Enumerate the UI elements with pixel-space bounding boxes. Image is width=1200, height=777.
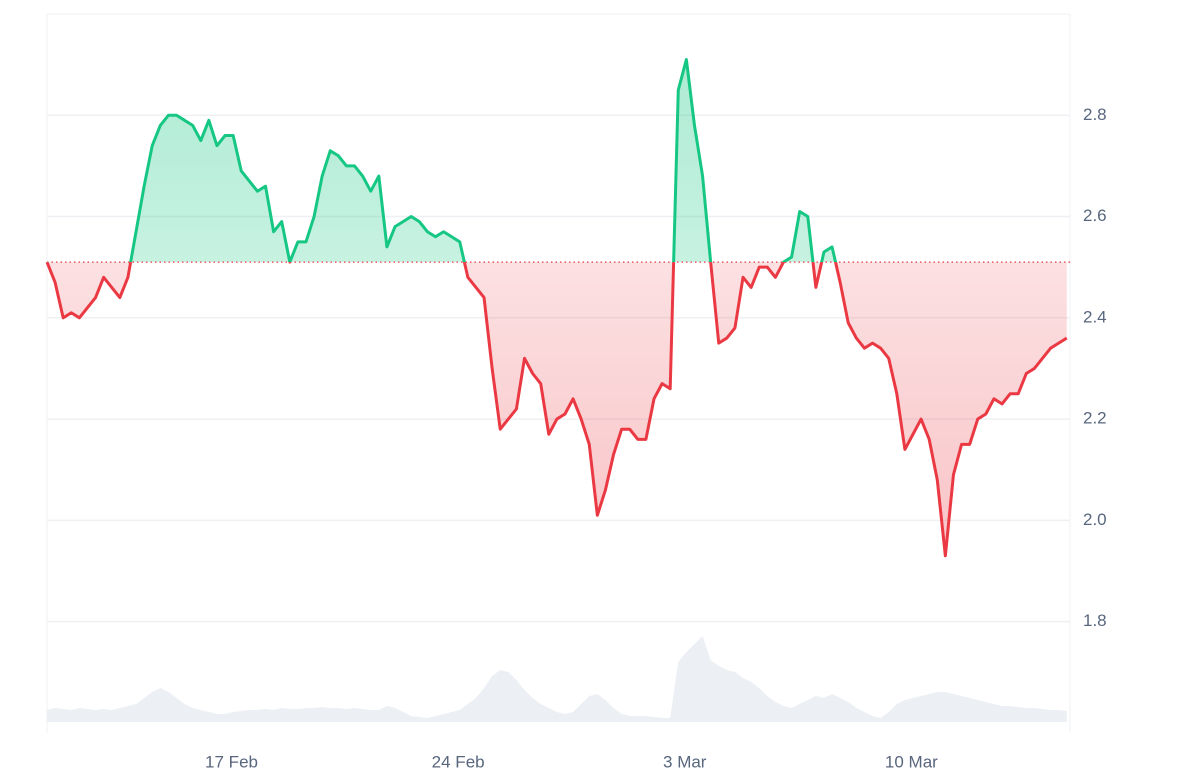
x-tick-label: 17 Feb (205, 752, 258, 771)
area-below (47, 262, 1067, 556)
y-tick-label: 2.8 (1083, 105, 1107, 124)
y-tick-label: 2.4 (1083, 307, 1107, 326)
x-tick-label: 10 Mar (885, 752, 938, 771)
price-line-down (45, 262, 1068, 558)
volume-area (47, 636, 1067, 722)
x-tick-label: 24 Feb (432, 752, 485, 771)
area-above (130, 59, 836, 263)
y-tick-label: 2.6 (1083, 206, 1107, 225)
y-tick-label: 2.2 (1083, 409, 1107, 428)
x-tick-label: 3 Mar (663, 752, 707, 771)
price-line-up (47, 58, 838, 263)
y-tick-label: 2.0 (1083, 510, 1107, 529)
y-tick-label: 1.8 (1083, 611, 1107, 630)
